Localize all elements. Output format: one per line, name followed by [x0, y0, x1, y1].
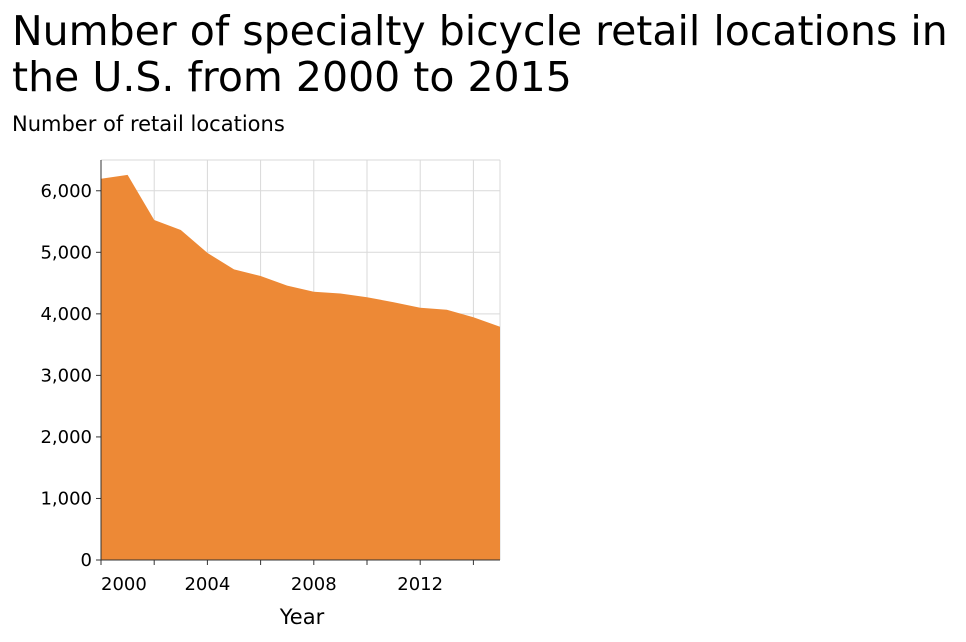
y-tick-label: 4,000 — [40, 304, 92, 325]
y-tick-label: 2,000 — [40, 427, 92, 448]
axes — [96, 160, 500, 565]
y-tick-label: 1,000 — [40, 488, 92, 509]
chart-title: Number of specialty bicycle retail locat… — [12, 7, 948, 101]
y-tick-label: 6,000 — [40, 181, 92, 202]
y-tick-label: 5,000 — [40, 242, 92, 263]
y-axis-label: Number of retail locations — [12, 112, 285, 136]
x-tick-label: 2008 — [291, 574, 337, 595]
x-tick-label: 2004 — [184, 574, 230, 595]
x-tick-labels: 2000 2004 2008 2012 — [101, 574, 443, 595]
x-tick-label: 2000 — [101, 574, 147, 595]
x-axis-title: Year — [279, 605, 325, 629]
x-tick-label: 2012 — [397, 574, 443, 595]
y-tick-label: 3,000 — [40, 365, 92, 386]
y-tick-label: 0 — [81, 550, 92, 571]
area-series — [101, 174, 500, 560]
y-tick-labels: 0 1,000 2,000 3,000 4,000 5,000 6,000 — [40, 181, 92, 571]
